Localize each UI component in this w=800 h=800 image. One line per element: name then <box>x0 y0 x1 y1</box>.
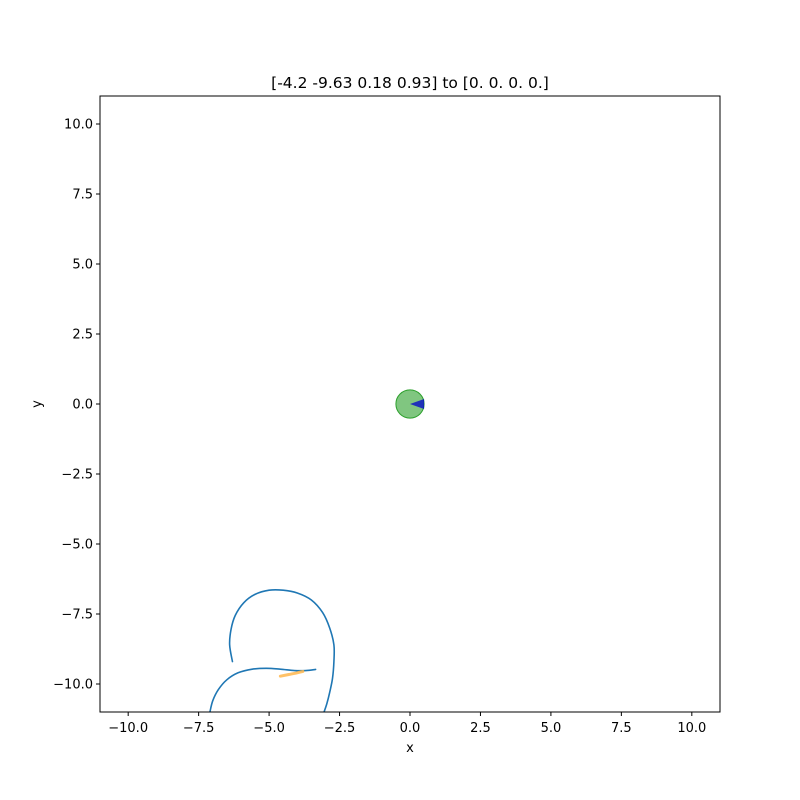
x-axis-label: x <box>406 741 414 756</box>
trajectory-series-0 <box>228 588 336 712</box>
x-tick-label: 7.5 <box>611 721 632 736</box>
x-tick-label: −10.0 <box>108 721 148 736</box>
x-axis: −10.0 −7.5 −5.0 −2.5 0.0 2.5 5.0 7.5 10.0 <box>108 712 706 736</box>
x-tick-label: 2.5 <box>470 721 491 736</box>
y-tick-label: −10.0 <box>53 678 93 693</box>
y-tick-label: −5.0 <box>61 538 93 553</box>
trajectory-series-1 <box>209 667 317 712</box>
x-tick-label: 0.0 <box>400 721 421 736</box>
x-tick-label: 10.0 <box>677 721 706 736</box>
y-tick-label: 10.0 <box>64 118 93 133</box>
y-tick-label: −7.5 <box>61 608 93 623</box>
plot-area <box>209 389 425 712</box>
y-axis-label: y <box>30 400 45 408</box>
y-tick-label: 0.0 <box>72 398 93 413</box>
y-tick-label: 2.5 <box>72 328 93 343</box>
y-axis: −10.0 −7.5 −5.0 −2.5 0.0 2.5 5.0 7.5 10.0 <box>53 118 100 693</box>
y-tick-label: −2.5 <box>61 468 93 483</box>
x-tick-label: 5.0 <box>541 721 562 736</box>
x-tick-label: −7.5 <box>183 721 215 736</box>
y-tick-label: 7.5 <box>72 188 93 203</box>
x-tick-label: −2.5 <box>324 721 356 736</box>
goal-heading-arrow <box>410 399 425 409</box>
start-state-marker <box>278 669 305 678</box>
x-tick-label: −5.0 <box>253 721 285 736</box>
y-tick-label: 5.0 <box>72 258 93 273</box>
chart-title: [-4.2 -9.63 0.18 0.93] to [0. 0. 0. 0.] <box>271 74 549 92</box>
